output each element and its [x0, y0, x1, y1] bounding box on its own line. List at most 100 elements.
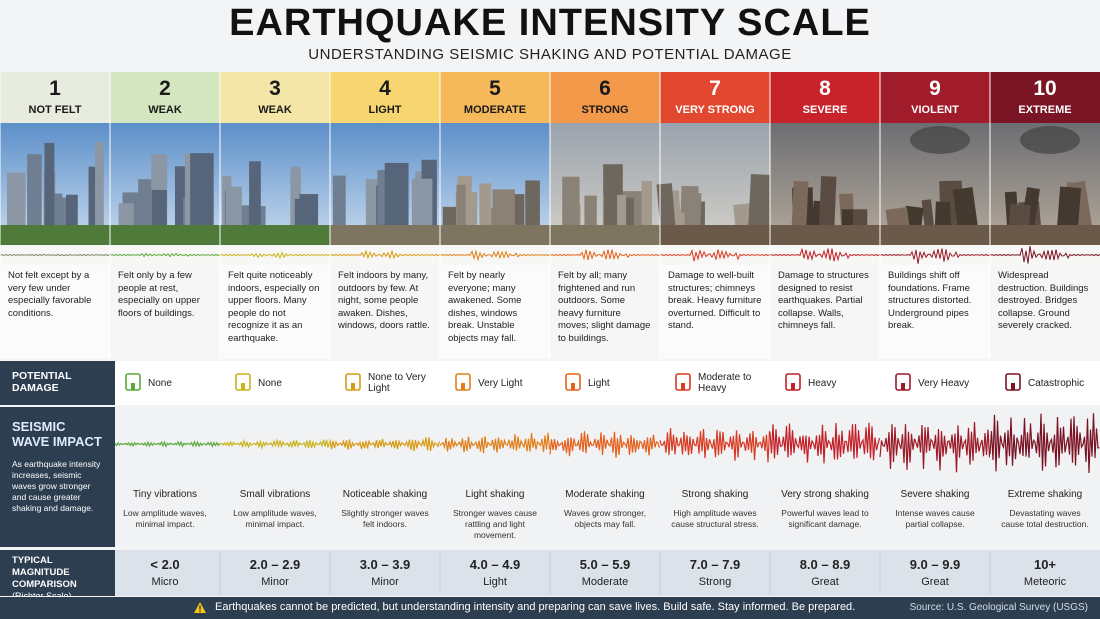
desc-bg [440, 265, 550, 359]
damage-heading: POTENTIAL DAMAGE [0, 361, 115, 405]
level-description: Not felt except by a very few under espe… [8, 270, 92, 319]
desc-bg [220, 265, 330, 359]
seismo-line [109, 252, 221, 258]
wave-line [219, 438, 331, 451]
level-number: 9 [929, 77, 941, 100]
desc-bg [880, 265, 990, 359]
damage-icon-door [1011, 383, 1015, 390]
wave-title: Strong shaking [681, 489, 749, 500]
wave-title: Noticeable shaking [342, 489, 428, 500]
warning-icon [194, 602, 206, 613]
wave-title: Extreme shaking [1007, 489, 1083, 500]
damage-icon-door [351, 383, 355, 390]
scene-building [841, 209, 854, 230]
damage-item: Very Light [478, 377, 523, 389]
wave-text: Low amplitude waves, minimal impact. [233, 508, 317, 529]
level-label: WEAK [148, 104, 182, 116]
level-number: 3 [269, 77, 281, 100]
level-number: 2 [159, 77, 171, 100]
magnitude-range: 7.0 – 7.9 [689, 557, 741, 572]
scene-building [791, 180, 809, 231]
scene-building [118, 203, 134, 230]
magnitude-class: Light [483, 576, 507, 588]
wave-text: As earthquake intensity increases, seism… [12, 459, 101, 513]
scene-building [290, 166, 301, 230]
wave-title: Very strong shaking [781, 489, 869, 500]
damage-item: Very Heavy [918, 377, 970, 389]
damage-icon-door [241, 383, 245, 390]
seismo-line [219, 251, 331, 260]
level-number: 7 [709, 77, 721, 100]
damage-icon-door [131, 383, 135, 390]
level-header [880, 72, 990, 123]
subtitle: UNDERSTANDING SEISMIC SHAKING AND POTENT… [308, 46, 792, 63]
damage-item: Moderate to Heavy [698, 372, 752, 394]
magnitude-class: Minor [371, 576, 399, 588]
desc-bg [990, 265, 1100, 359]
level-header [770, 72, 880, 123]
damage-item: None [258, 377, 282, 389]
scene-building [27, 154, 42, 230]
magnitude-range: 9.0 – 9.9 [909, 557, 961, 572]
damage-icon-door [901, 383, 905, 390]
magnitude-range: 8.0 – 8.9 [799, 557, 851, 572]
wave-title: Severe shaking [900, 489, 970, 500]
magnitude-panel: TYPICAL MAGNITUDE COMPARISON (Richter Sc… [0, 550, 115, 601]
scene-building [641, 181, 653, 230]
damage-item: Light [588, 377, 610, 389]
magnitude-class: Strong [698, 576, 732, 588]
scene-building [656, 183, 676, 231]
wave-text: Low amplitude waves, minimal impact. [123, 508, 207, 529]
level-number: 4 [379, 77, 391, 100]
wave-heading: SEISMIC WAVE IMPACT [12, 419, 102, 449]
desc-bg [0, 265, 110, 359]
desc-bg [550, 265, 660, 359]
level-label: EXTREME [1018, 104, 1072, 116]
seismo-line [329, 249, 441, 260]
level-header [990, 72, 1100, 123]
scene-ground [110, 225, 220, 245]
damage-item: Catastrophic [1028, 377, 1085, 389]
scene-building [151, 189, 167, 230]
damage-icon-door [681, 383, 685, 390]
desc-bg [660, 265, 770, 359]
level-label: MODERATE [463, 104, 527, 116]
level-description: Felt indoors by many, outdoors by few. A… [338, 270, 430, 331]
magnitude-range: 4.0 – 4.9 [469, 557, 521, 572]
scene-building [562, 176, 580, 230]
wave-line [439, 432, 551, 454]
desc-bg [110, 265, 220, 359]
scene-building [66, 194, 78, 230]
level-number: 8 [819, 77, 831, 100]
damage-icon-door [571, 383, 575, 390]
wave-text: Slightly stronger waves felt indoors. [341, 508, 429, 529]
scene-building [921, 199, 935, 231]
scene-building [512, 194, 525, 230]
scene-building [885, 207, 910, 231]
seismo-line [0, 253, 111, 257]
scene-ground [330, 225, 440, 245]
magnitude-class: Great [811, 576, 839, 588]
wave-panel: SEISMIC WAVE IMPACT As earthquake intens… [0, 407, 115, 547]
desc-bg [770, 265, 880, 359]
wave-line [114, 440, 221, 448]
magnitude-heading: TYPICAL MAGNITUDE COMPARISON [12, 555, 77, 590]
scene-building [492, 189, 515, 230]
scene-smoke [1020, 126, 1080, 154]
level-header [440, 72, 550, 123]
level-header [220, 72, 330, 123]
level-description: Felt by all; many frightened and run out… [558, 270, 651, 344]
scene-building [1056, 186, 1082, 232]
wave-line [989, 413, 1100, 474]
magnitude-class: Meteoric [1023, 576, 1067, 588]
level-number: 1 [49, 77, 61, 100]
scene-ground [440, 225, 550, 245]
magnitude-class: Moderate [581, 576, 629, 588]
level-label: VERY STRONG [675, 104, 755, 116]
wave-text: High amplitude waves cause structural st… [671, 508, 759, 529]
wave-title: Light shaking [465, 489, 525, 500]
level-label: LIGHT [368, 104, 402, 116]
magnitude-range: 3.0 – 3.9 [359, 557, 411, 572]
